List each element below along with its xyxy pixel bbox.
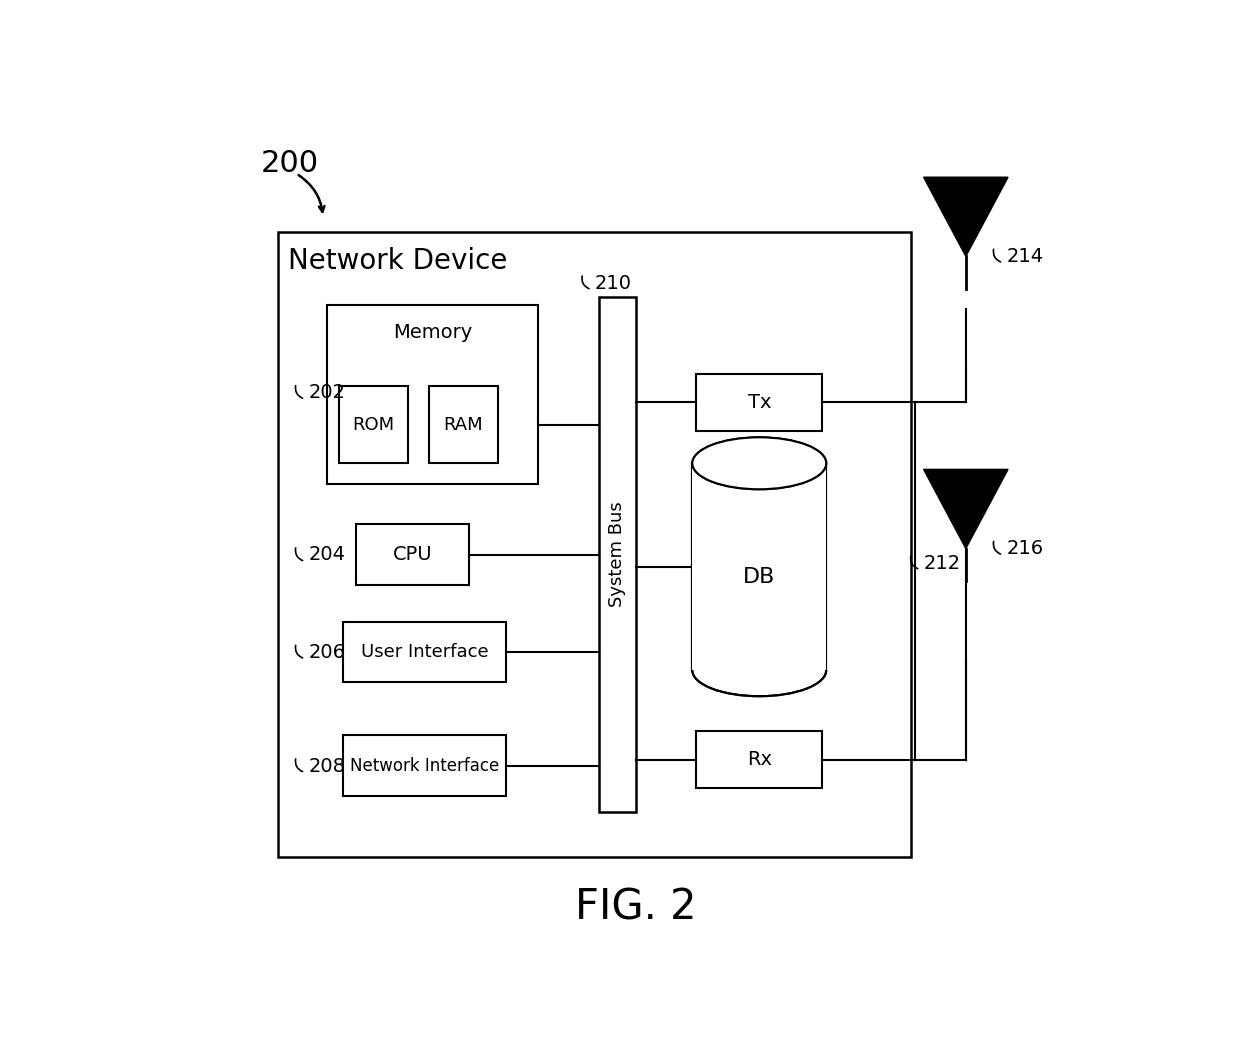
Text: 200: 200 [260, 149, 319, 177]
Text: System Bus: System Bus [609, 502, 626, 607]
Bar [343, 622, 506, 682]
Text: 212: 212 [924, 553, 961, 572]
Polygon shape [924, 177, 1008, 256]
Text: 210: 210 [595, 274, 632, 293]
Text: FIG. 2: FIG. 2 [575, 886, 696, 929]
Ellipse shape [692, 437, 826, 489]
Text: 206: 206 [309, 643, 346, 662]
Text: 202: 202 [309, 384, 346, 403]
Text: CPU: CPU [393, 545, 432, 564]
Bar [356, 524, 469, 585]
Bar [599, 297, 635, 813]
Text: Rx: Rx [746, 750, 771, 769]
Text: DB: DB [743, 567, 775, 587]
Bar [327, 305, 538, 484]
Bar [697, 731, 822, 788]
Text: Tx: Tx [748, 393, 771, 412]
Text: ROM: ROM [352, 415, 394, 434]
Bar [697, 374, 822, 431]
Text: Network Interface: Network Interface [350, 757, 500, 775]
Bar [343, 736, 506, 796]
Bar [429, 386, 497, 464]
Bar [340, 386, 408, 464]
Text: Memory: Memory [393, 323, 472, 341]
Text: 216: 216 [1007, 539, 1044, 558]
Text: 208: 208 [309, 757, 346, 776]
Text: 204: 204 [309, 546, 346, 565]
Text: RAM: RAM [443, 415, 482, 434]
Polygon shape [924, 469, 1008, 548]
Text: Network Device: Network Device [288, 247, 507, 275]
Bar [279, 232, 911, 857]
Bar [692, 464, 826, 670]
Text: User Interface: User Interface [361, 643, 489, 661]
Text: 214: 214 [1007, 247, 1044, 266]
Ellipse shape [692, 437, 826, 489]
